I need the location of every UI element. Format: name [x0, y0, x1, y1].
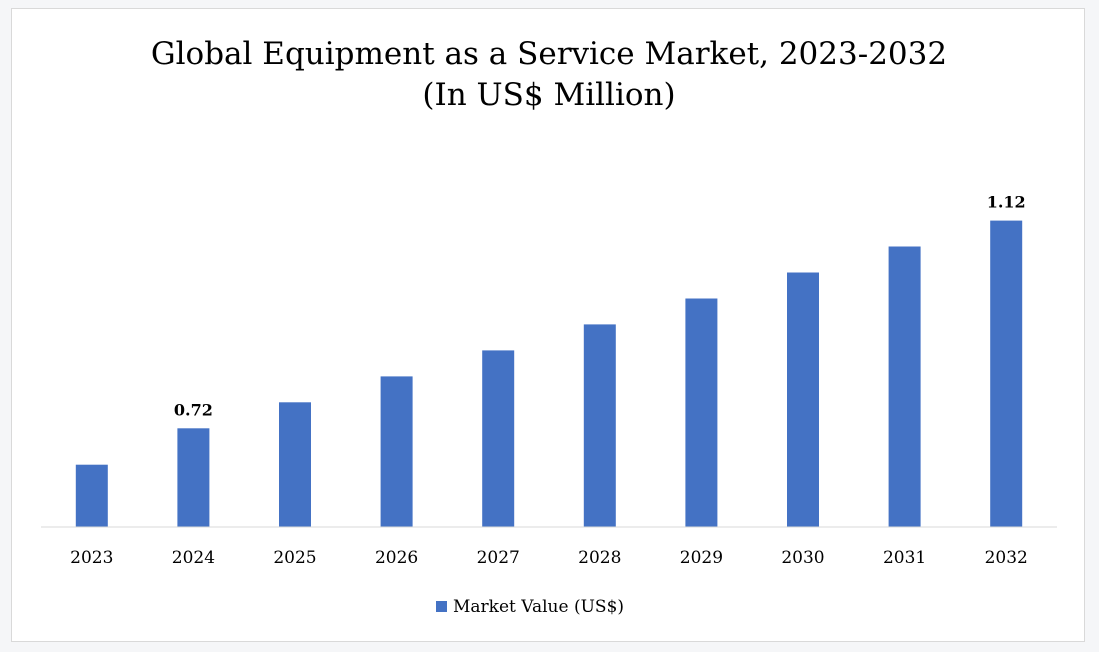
legend-label: Market Value (US$)	[453, 597, 624, 617]
legend: Market Value (US$)	[436, 597, 624, 617]
chart-frame: Global Equipment as a Service Market, 20…	[11, 8, 1085, 642]
x-tick-label-2028: 2028	[578, 548, 621, 568]
bar-2026	[380, 376, 413, 527]
bar-2023	[75, 464, 108, 527]
bar-2032	[990, 220, 1023, 527]
bar-2025	[279, 402, 311, 527]
bar-2024	[177, 428, 210, 527]
x-tick-label-2026: 2026	[375, 548, 418, 568]
x-tick-label-2032: 2032	[985, 548, 1028, 568]
x-tick-labels: 2023 2024 2025 2026 2027 2028 2029 2030 2031 2032	[70, 548, 1028, 568]
bar-2027	[482, 350, 515, 527]
x-tick-label-2024: 2024	[172, 548, 215, 568]
bars-layer	[75, 220, 1023, 527]
chart-subtitle: (In US$ Million)	[422, 77, 675, 113]
x-tick-label-2030: 2030	[781, 548, 824, 568]
bar-2031	[888, 246, 921, 527]
bar-2030	[787, 272, 819, 527]
x-tick-label-2023: 2023	[70, 548, 113, 568]
x-tick-label-2027: 2027	[477, 548, 520, 568]
data-label-2024: 0.72	[174, 400, 213, 419]
legend-swatch	[436, 601, 447, 612]
data-label-2032: 1.12	[987, 193, 1026, 212]
chart-svg: Global Equipment as a Service Market, 20…	[41, 36, 1057, 617]
data-labels: 0.72 1.12	[174, 193, 1026, 420]
x-tick-label-2029: 2029	[680, 548, 723, 568]
x-tick-label-2031: 2031	[883, 548, 926, 568]
bar-2029	[685, 298, 718, 527]
chart-title: Global Equipment as a Service Market, 20…	[151, 36, 947, 72]
bar-2028	[583, 324, 616, 527]
x-tick-label-2025: 2025	[273, 548, 316, 568]
